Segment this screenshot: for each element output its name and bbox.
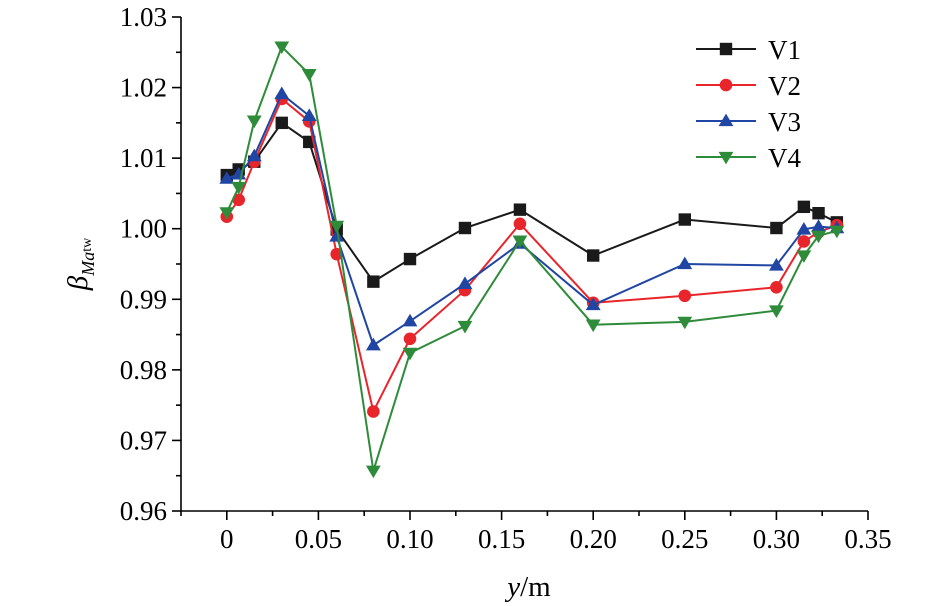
- data-point: [585, 319, 601, 333]
- data-point: [275, 116, 288, 130]
- legend-marker: [719, 78, 733, 92]
- data-point: [301, 108, 317, 121]
- x-axis-title: y/m: [504, 571, 551, 603]
- svg-text:βMatw: βMatw: [62, 237, 98, 291]
- x-tick-label: 0.25: [661, 524, 708, 554]
- data-point: [829, 225, 845, 239]
- x-tick-label: 0.35: [844, 524, 891, 554]
- data-point: [585, 297, 601, 311]
- data-point: [796, 250, 812, 263]
- x-tick-label: 0.05: [295, 524, 342, 554]
- data-point: [231, 166, 247, 180]
- y-tick-label: 0.99: [120, 284, 167, 314]
- data-point: [365, 465, 381, 479]
- series-v4: [219, 41, 845, 479]
- legend-label: V3: [768, 107, 801, 137]
- y-tick-label: 1.03: [120, 2, 167, 32]
- data-point: [512, 235, 528, 249]
- y-tick-label: 1.02: [120, 73, 167, 103]
- data-point: [219, 171, 235, 184]
- data-point: [587, 249, 600, 262]
- series-v3: [219, 86, 845, 351]
- data-point: [329, 229, 345, 242]
- data-point: [367, 405, 380, 418]
- y-tick-label: 1.01: [120, 143, 167, 173]
- data-point: [769, 258, 784, 271]
- legend-label: V1: [768, 35, 801, 65]
- data-point: [246, 148, 262, 162]
- legend: V1 V2 V3 V4: [696, 35, 801, 173]
- y-axis-title-symbol: β: [62, 275, 94, 291]
- legend-marker: [718, 113, 734, 127]
- legend-marker: [719, 42, 733, 56]
- series-line-v1: [226, 121, 838, 283]
- data-point: [677, 316, 693, 330]
- data-point: [677, 256, 693, 270]
- data-point: [797, 235, 811, 248]
- data-point: [457, 320, 473, 334]
- data-point: [797, 200, 811, 214]
- data-point: [402, 347, 418, 361]
- x-tick-label: 0.10: [386, 524, 433, 554]
- data-point: [811, 219, 826, 232]
- series-line-v4: [225, 44, 838, 472]
- legend-label: V2: [768, 71, 801, 101]
- y-tick-label: 0.96: [120, 496, 167, 526]
- x-tick-label: 0.15: [478, 524, 525, 554]
- series-layer: [219, 41, 845, 479]
- x-tick-label: 0: [220, 524, 234, 554]
- data-point: [513, 203, 527, 216]
- legend-marker: [718, 151, 734, 165]
- data-point: [365, 337, 381, 351]
- data-point: [232, 193, 246, 207]
- x-axis-title-unit: /m: [520, 571, 551, 603]
- y-tick-label: 1.00: [120, 214, 167, 244]
- legend-label: V4: [768, 143, 801, 173]
- legend-item-v1: V1: [696, 35, 801, 65]
- data-point: [457, 276, 473, 289]
- x-tick-label: 0.20: [570, 524, 617, 554]
- data-point: [274, 86, 290, 100]
- data-point: [769, 305, 784, 318]
- data-point: [812, 206, 825, 220]
- legend-item-v2: V2: [696, 71, 801, 101]
- data-point: [796, 222, 812, 235]
- legend-item-v4: V4: [696, 143, 801, 173]
- legend-item-v3: V3: [696, 107, 801, 137]
- y-tick-label: 0.98: [120, 355, 167, 385]
- data-point: [458, 221, 472, 235]
- y-tick-label: 0.97: [120, 425, 167, 455]
- y-axis-title-subscript-small: tw: [80, 237, 95, 252]
- data-point: [329, 220, 345, 234]
- data-point: [402, 313, 418, 327]
- data-point: [678, 213, 691, 226]
- data-point: [403, 332, 417, 346]
- data-point: [219, 207, 235, 220]
- data-point: [231, 181, 247, 195]
- series-line-v3: [226, 92, 837, 347]
- y-axis-title-subscript: Ma: [78, 252, 98, 277]
- data-point: [274, 41, 290, 55]
- data-point: [246, 115, 262, 129]
- data-point: [770, 221, 783, 235]
- data-point: [770, 280, 783, 294]
- series-line-v2: [225, 97, 838, 415]
- data-point: [403, 252, 417, 266]
- axes-layer: 0.96 0.97 0.98 0.99 1.00 1.01 1.02 1.03 0 0.05 0.1…: [120, 2, 892, 554]
- y-axis-title: βMatw: [62, 237, 98, 291]
- data-point: [811, 230, 826, 244]
- data-point: [513, 217, 527, 231]
- x-tick-label: 0.30: [753, 524, 800, 554]
- data-point: [678, 289, 692, 303]
- data-point: [301, 68, 317, 82]
- x-axis-title-variable: y: [504, 571, 520, 603]
- data-point: [367, 275, 380, 288]
